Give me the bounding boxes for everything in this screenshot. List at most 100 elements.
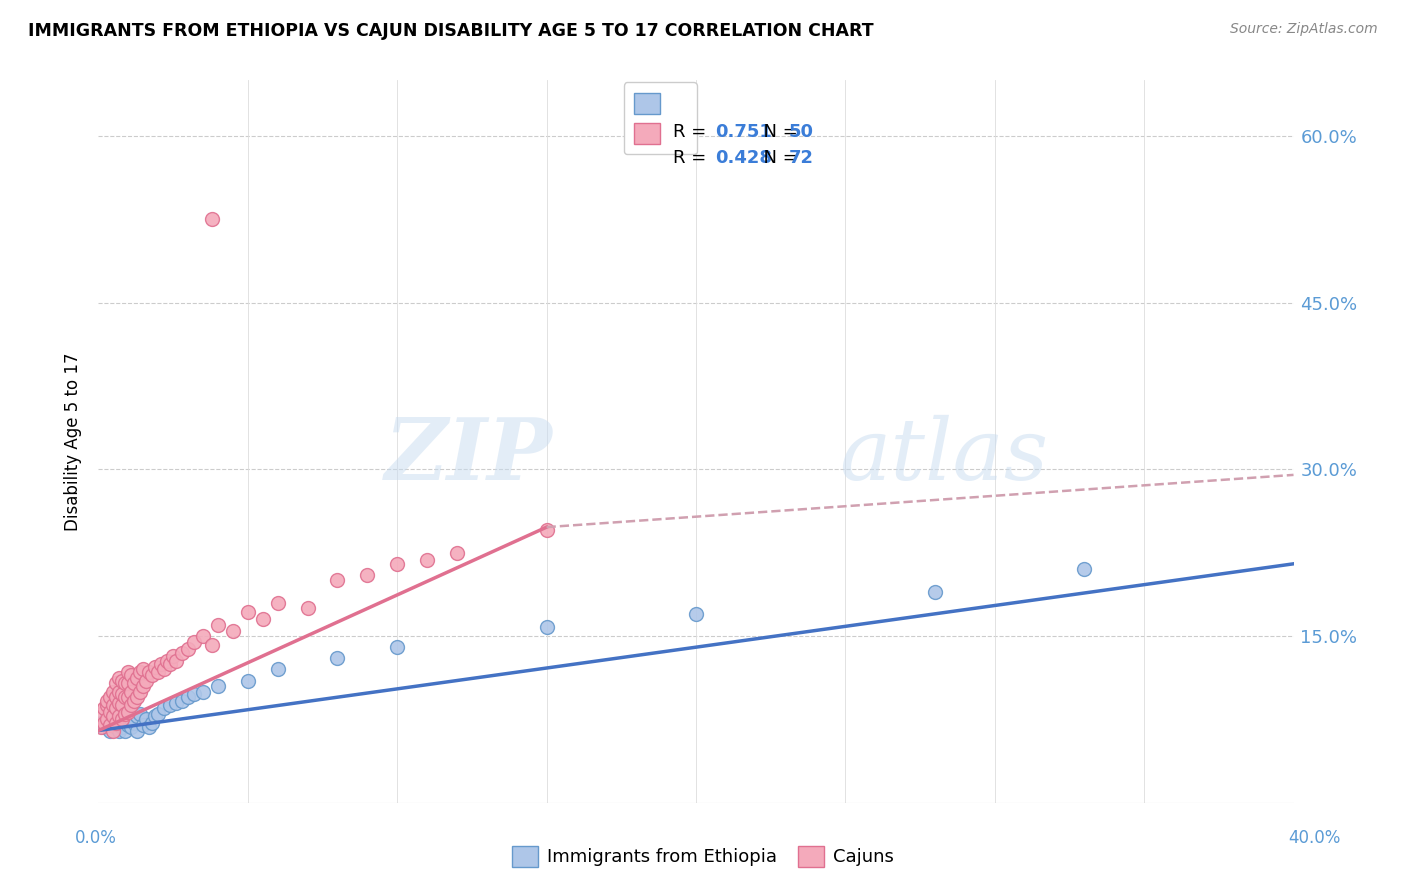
Point	[103, 684, 125, 698]
Point	[117, 705, 139, 719]
Point	[201, 212, 224, 227]
Point	[90, 715, 112, 730]
Point	[105, 715, 128, 730]
Text: 50: 50	[789, 123, 814, 141]
Text: 0.751: 0.751	[716, 123, 772, 141]
Point	[108, 671, 131, 685]
Point	[132, 679, 155, 693]
Point	[105, 675, 128, 690]
Point	[141, 715, 163, 730]
Text: N =: N =	[752, 150, 803, 168]
Legend: Immigrants from Ethiopia, Cajuns: Immigrants from Ethiopia, Cajuns	[505, 838, 901, 874]
Point	[536, 620, 558, 634]
Point	[183, 687, 205, 701]
Point	[114, 723, 136, 738]
Point	[105, 690, 128, 705]
Point	[385, 557, 409, 571]
Point	[236, 673, 259, 688]
Point	[111, 709, 134, 723]
Point	[446, 546, 468, 560]
Point	[108, 696, 131, 710]
Point	[129, 684, 152, 698]
Point	[93, 715, 115, 730]
Point	[98, 706, 122, 721]
Text: 72: 72	[789, 150, 814, 168]
Point	[111, 720, 134, 734]
Point	[96, 698, 118, 712]
Point	[108, 684, 131, 698]
Point	[685, 607, 707, 621]
Point	[111, 673, 134, 688]
Point	[159, 657, 181, 671]
Point	[117, 718, 139, 732]
Point	[114, 713, 136, 727]
Text: N =: N =	[752, 123, 803, 141]
Point	[356, 568, 378, 582]
Point	[105, 701, 128, 715]
Point	[98, 718, 122, 732]
Point	[153, 662, 176, 676]
Point	[117, 711, 139, 725]
Point	[103, 705, 125, 719]
Point	[297, 601, 319, 615]
Text: atlas: atlas	[839, 415, 1049, 498]
Point	[191, 684, 214, 698]
Point	[120, 720, 142, 734]
Text: Source: ZipAtlas.com: Source: ZipAtlas.com	[1230, 22, 1378, 37]
Point	[124, 715, 146, 730]
Point	[127, 690, 149, 705]
Point	[127, 709, 149, 723]
Point	[108, 718, 131, 732]
Point	[165, 653, 187, 667]
Point	[98, 705, 122, 719]
Point	[141, 668, 163, 682]
Point	[108, 709, 131, 723]
Point	[207, 618, 229, 632]
Point	[150, 657, 173, 671]
Point	[105, 709, 128, 723]
Point	[135, 713, 157, 727]
Point	[165, 696, 187, 710]
Point	[103, 713, 125, 727]
Point	[385, 640, 409, 655]
Point	[114, 706, 136, 721]
Point	[153, 701, 176, 715]
Point	[127, 723, 149, 738]
Y-axis label: Disability Age 5 to 17: Disability Age 5 to 17	[65, 352, 83, 531]
Point	[183, 634, 205, 648]
Point	[148, 665, 170, 679]
Point	[98, 690, 122, 705]
Point	[416, 553, 439, 567]
Point	[138, 665, 160, 679]
Text: 40.0%: 40.0%	[1288, 829, 1341, 847]
Point	[93, 720, 115, 734]
Text: R =: R =	[673, 150, 713, 168]
Point	[129, 706, 152, 721]
Point	[124, 675, 146, 690]
Point	[143, 709, 166, 723]
Point	[177, 690, 200, 705]
Text: IMMIGRANTS FROM ETHIOPIA VS CAJUN DISABILITY AGE 5 TO 17 CORRELATION CHART: IMMIGRANTS FROM ETHIOPIA VS CAJUN DISABI…	[28, 22, 873, 40]
Point	[162, 649, 184, 664]
Point	[124, 693, 146, 707]
Point	[108, 706, 131, 721]
Point	[236, 605, 259, 619]
Point	[159, 698, 181, 712]
Point	[111, 698, 134, 712]
Point	[117, 665, 139, 679]
Point	[98, 723, 122, 738]
Text: R =: R =	[673, 123, 713, 141]
Point	[222, 624, 245, 638]
Point	[191, 629, 214, 643]
Point	[132, 718, 155, 732]
Point	[93, 701, 115, 715]
Point	[111, 713, 134, 727]
Text: ZIP: ZIP	[385, 414, 553, 498]
Point	[1073, 562, 1095, 576]
Point	[120, 684, 142, 698]
Legend:    ,    : ,	[623, 82, 697, 154]
Point	[156, 653, 179, 667]
Point	[117, 690, 139, 705]
Point	[536, 524, 558, 538]
Point	[105, 715, 128, 730]
